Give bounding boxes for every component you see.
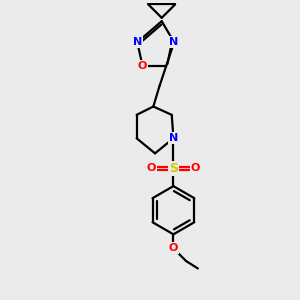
Text: N: N xyxy=(133,37,142,47)
Text: O: O xyxy=(169,243,178,254)
Text: N: N xyxy=(169,37,179,47)
Text: O: O xyxy=(138,61,147,71)
Text: N: N xyxy=(169,133,178,143)
Text: O: O xyxy=(147,164,156,173)
Text: O: O xyxy=(190,164,200,173)
Text: S: S xyxy=(169,162,178,175)
